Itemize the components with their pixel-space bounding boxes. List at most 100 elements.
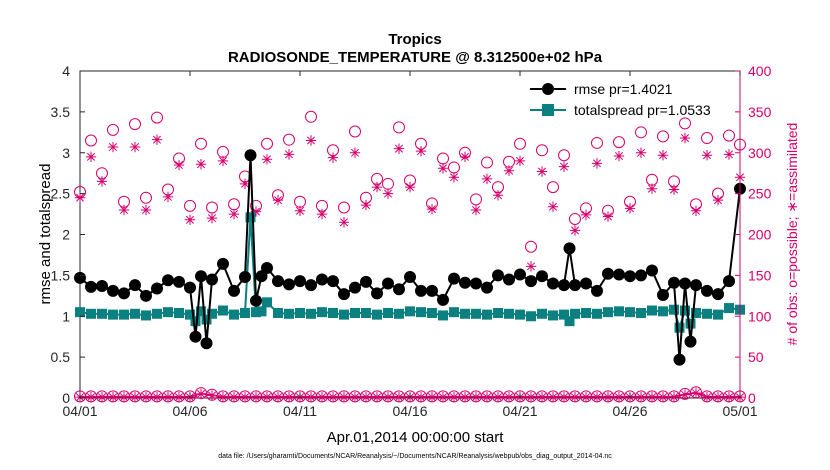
y-right-tick-label: 100 <box>748 308 772 324</box>
possible-point <box>723 129 735 142</box>
assimilated-low-point <box>107 391 119 403</box>
totalspread-point <box>493 307 503 318</box>
assimilated-low-point <box>558 391 570 403</box>
assimilated-point <box>360 199 372 211</box>
legend: rmse pr=1.4021 totalspread pr=1.0533 <box>530 81 711 118</box>
assimilated-low-point <box>239 391 251 403</box>
assimilated-point <box>448 172 460 183</box>
totalspread-point <box>207 308 217 319</box>
possible-point <box>701 132 713 145</box>
x-tick-label: 04/06 <box>172 403 207 419</box>
rmse-point <box>569 279 581 292</box>
assimilated-point <box>569 225 581 236</box>
rmse-point <box>371 287 383 300</box>
rmse-point <box>173 275 185 288</box>
totalspread-point <box>196 306 206 317</box>
rmse-point <box>316 273 328 286</box>
rmse-point <box>261 262 273 275</box>
assimilated-low-point <box>657 391 669 403</box>
possible-point <box>679 117 691 130</box>
assimilated-point <box>206 212 218 224</box>
totalspread-point <box>328 307 338 318</box>
rmse-point <box>305 279 317 292</box>
totalspread-point <box>427 307 437 318</box>
totalspread-point <box>416 307 426 318</box>
y-tick-label: 3 <box>62 145 70 161</box>
totalspread-point <box>119 309 129 320</box>
assimilated-low-point <box>261 391 273 403</box>
assimilated-point <box>382 188 394 199</box>
assimilated-point <box>613 150 625 162</box>
totalspread-point <box>636 307 646 318</box>
rmse-point <box>404 271 416 284</box>
totalspread-point <box>603 307 613 318</box>
assimilated-point <box>679 132 691 144</box>
totalspread-point <box>97 308 107 319</box>
possible-point <box>338 201 350 214</box>
totalspread-point <box>614 306 624 317</box>
possible-point <box>184 199 196 212</box>
totalspread-point <box>218 305 228 316</box>
totalspread-point <box>471 308 481 319</box>
totalspread-point <box>350 307 360 318</box>
x-tick-label: 05/01 <box>722 403 757 419</box>
rmse-point <box>151 282 163 295</box>
possible-point <box>129 118 141 131</box>
legend-spread-marker <box>542 104 554 116</box>
y-tick-label: 2.5 <box>51 186 71 202</box>
legend-rmse-label: rmse pr=1.4021 <box>574 81 673 97</box>
totalspread-point <box>515 309 525 320</box>
possible-point <box>349 125 361 138</box>
assimilated-point <box>349 147 361 158</box>
assimilated-point <box>536 166 548 177</box>
assimilated-point <box>646 183 658 194</box>
y-tick-label: 0 <box>62 390 70 406</box>
assimilated-point <box>712 194 724 206</box>
rmse-point <box>481 281 493 294</box>
assimilated-point <box>459 151 471 163</box>
assimilated-low-point <box>437 391 449 403</box>
rmse-point <box>591 284 603 297</box>
rmse-point <box>547 277 559 290</box>
rmse-point <box>129 279 141 292</box>
assimilated-low-point <box>250 391 262 403</box>
assimilated-low-point <box>85 391 97 403</box>
assimilated-point <box>437 163 449 174</box>
totalspread-point <box>685 318 696 329</box>
totalspread-point <box>702 308 712 319</box>
rmse-point <box>393 283 405 296</box>
assimilated-point <box>195 158 207 170</box>
assimilated-point <box>261 154 273 165</box>
y-right-tick-label: 250 <box>748 186 772 202</box>
assimilated-low-point <box>580 391 592 403</box>
y-right-tick-label: 150 <box>748 267 772 283</box>
assimilated-point <box>283 149 295 160</box>
totalspread-point <box>75 307 85 318</box>
rmse-point <box>536 270 548 283</box>
totalspread-point <box>185 309 195 320</box>
rmse-point <box>189 330 202 343</box>
rmse-point <box>382 277 394 290</box>
totalspread-point <box>201 314 212 325</box>
y-right-tick-label: 50 <box>748 349 764 365</box>
assimilated-low-point <box>701 391 713 403</box>
totalspread-point <box>724 303 734 314</box>
assimilated-low-point <box>415 391 427 403</box>
rmse-point <box>448 272 460 285</box>
totalspread-point <box>449 307 459 318</box>
assimilated-point <box>217 155 229 167</box>
assimilated-point <box>272 194 284 206</box>
possible-point <box>151 111 163 124</box>
assimilated-low-point <box>547 391 559 403</box>
rmse-point <box>118 287 130 300</box>
totalspread-point <box>86 308 96 319</box>
assimilated-low-point <box>228 391 240 403</box>
assimilated-point <box>162 191 174 203</box>
totalspread-point <box>256 306 267 317</box>
totalspread-point <box>482 309 492 320</box>
assimilated-point <box>85 151 97 163</box>
assimilated-low-point <box>602 391 614 403</box>
rmse-point <box>239 271 251 284</box>
rmse-point <box>679 277 691 290</box>
assimilated-low-point <box>327 391 339 403</box>
